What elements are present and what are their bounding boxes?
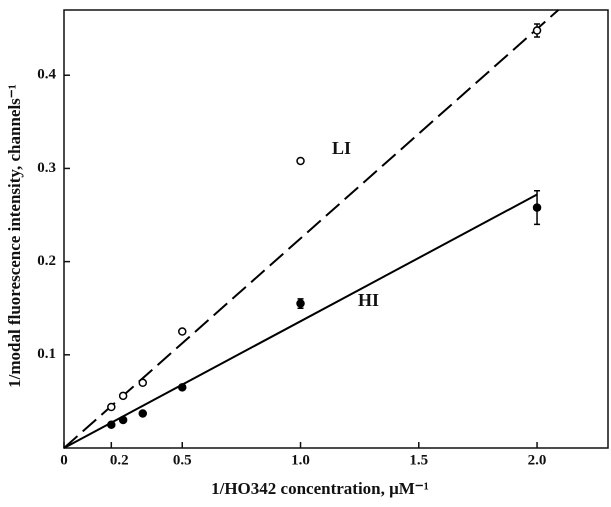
x-tick-label: 0 — [60, 452, 68, 468]
data-point — [178, 327, 187, 336]
x-tick-label: 1.5 — [409, 452, 428, 468]
y-tick-label: 0.4 — [37, 67, 56, 83]
x-tick-label: 0.2 — [110, 452, 129, 468]
data-point — [118, 391, 128, 401]
fit-line — [63, 193, 538, 449]
data-point — [532, 203, 542, 212]
series-label: HI — [358, 290, 379, 310]
x-tick-label: 1.0 — [291, 452, 310, 468]
series-label: LI — [332, 138, 351, 158]
y-axis-label: 1/modal fluorescence intensity, channels… — [5, 84, 24, 388]
y-tick-label: 0.2 — [37, 253, 56, 269]
data-point — [107, 420, 116, 429]
x-tick-label: 2.0 — [528, 452, 547, 468]
data-point — [532, 26, 542, 35]
y-tick-label: 0.3 — [37, 160, 56, 176]
x-tick-label: 0.5 — [173, 452, 192, 468]
fit-line — [63, 9, 559, 449]
data-point — [178, 383, 187, 392]
data-point — [296, 299, 305, 308]
y-tick-label: 0.1 — [37, 346, 56, 362]
data-point — [118, 415, 128, 425]
x-axis-label: 1/HO342 concentration, μM⁻¹ — [211, 479, 429, 498]
data-point — [138, 409, 148, 418]
plot-frame — [63, 9, 609, 449]
data-point — [296, 156, 305, 166]
data-point — [138, 378, 148, 388]
data-point — [107, 402, 116, 412]
